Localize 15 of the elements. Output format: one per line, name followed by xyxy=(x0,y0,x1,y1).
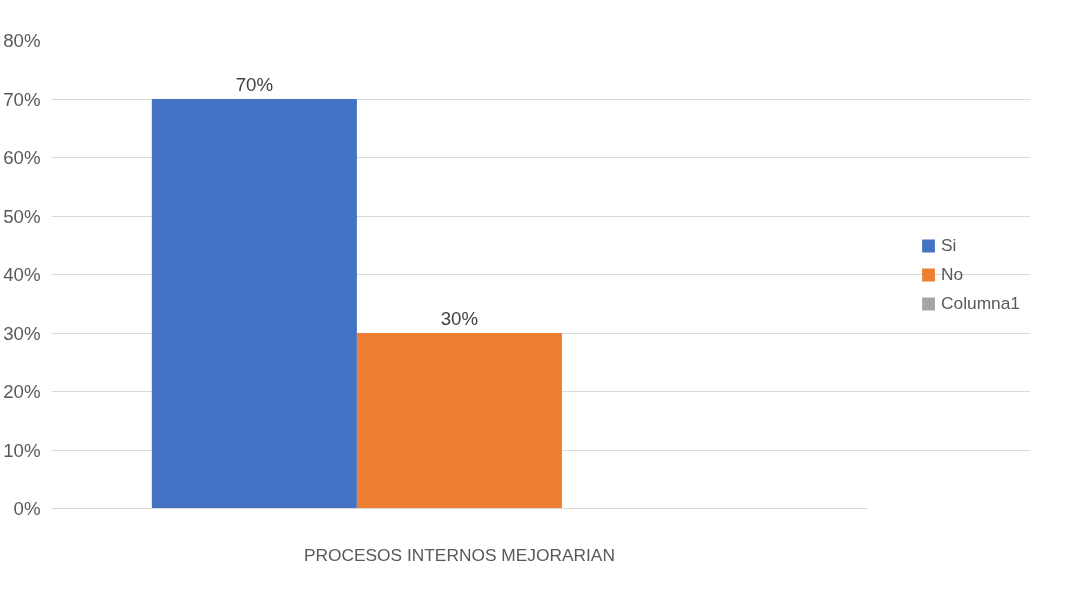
y-tick-label: 70% xyxy=(3,88,41,110)
y-tick-label: 30% xyxy=(3,322,41,344)
data-label: 70% xyxy=(235,74,274,95)
legend-label: No xyxy=(941,263,964,285)
x-tick-label: PROCESOS INTERNOS MEJORARIAN xyxy=(303,544,615,565)
y-tick-label: 60% xyxy=(3,147,41,168)
y-tick-label: 0% xyxy=(13,498,41,519)
y-tick-label: 40% xyxy=(3,264,41,285)
y-tick-label: 20% xyxy=(3,381,41,402)
legend-label: Si xyxy=(941,234,958,256)
y-tick-label: 10% xyxy=(3,439,41,461)
y-tick-label: 50% xyxy=(3,205,41,227)
legend-label: Columna1 xyxy=(941,292,1020,314)
data-label: 30% xyxy=(440,308,479,329)
y-tick-label: 80% xyxy=(3,30,41,51)
